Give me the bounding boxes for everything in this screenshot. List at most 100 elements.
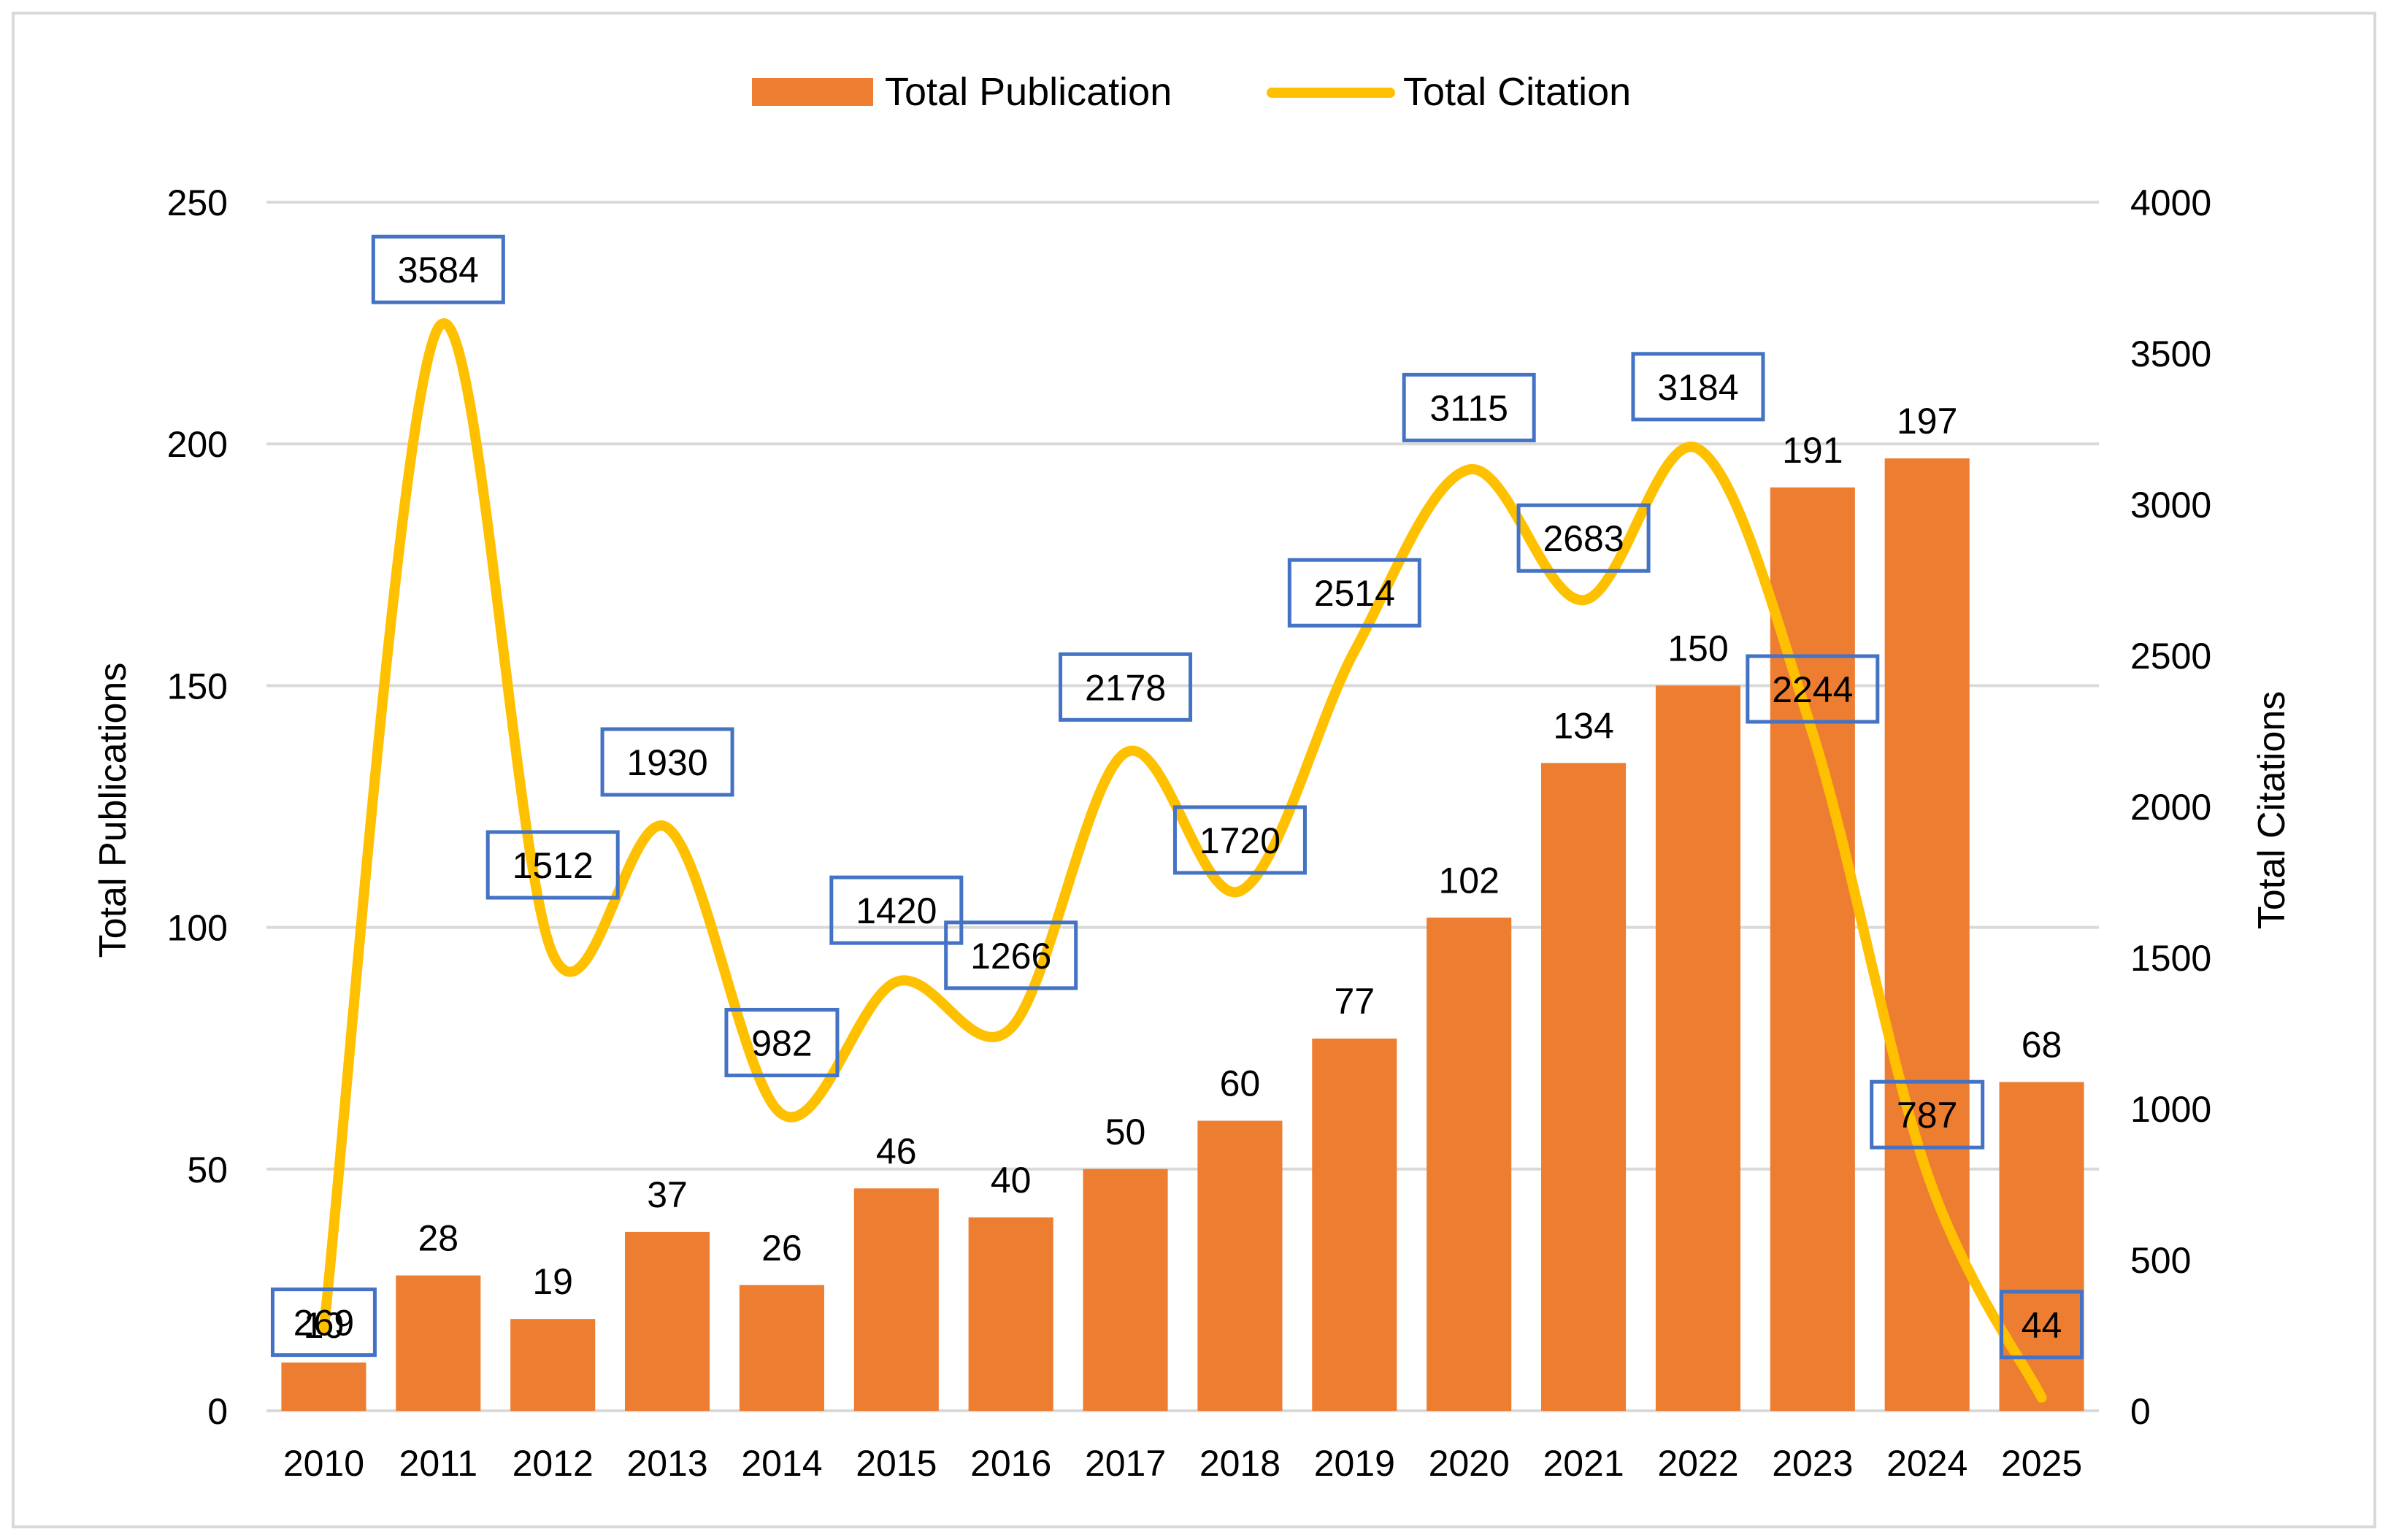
x-tick-label: 2014 [741,1443,822,1484]
citation-value-label: 44 [2022,1305,2062,1346]
bar [1541,763,1627,1411]
y2-tick-label: 1500 [2130,938,2211,979]
x-tick-label: 2019 [1314,1443,1395,1484]
bar-value-label: 50 [1105,1112,1146,1152]
x-tick-label: 2012 [512,1443,594,1484]
citation-value-label: 982 [751,1023,812,1063]
y-axis-title: Total Publications [92,663,134,958]
bar [396,1275,481,1411]
citation-label-box [1059,652,1193,722]
citation-label-box [1402,372,1536,442]
bar-value-label: 26 [761,1228,802,1268]
y2-tick-label: 2500 [2130,636,2211,677]
y2-axis-title: Total Citations [2251,691,2293,930]
bar [1083,1169,1168,1411]
bar [1312,1038,1397,1411]
x-tick-label: 2010 [283,1443,364,1484]
y2-tick-label: 3000 [2130,485,2211,525]
bar [1884,458,1970,1411]
citation-labels: 269 3584 1512 1930 982 1420 1266 2178 1720 2514 31… [270,234,2084,1360]
x-tick-label: 2016 [970,1443,1051,1484]
bar-value-label: 46 [876,1131,917,1171]
publication-bars [281,458,2084,1412]
citation-value-label: 2514 [1314,573,1395,614]
chart-frame [12,12,2376,1528]
y-tick-label: 0 [207,1391,228,1432]
citation-label-box [1746,654,1880,724]
x-tick-label: 2023 [1772,1443,1853,1484]
citation-label-box [1631,352,1765,422]
x-tick-label: 2021 [1543,1443,1624,1484]
y2-tick-label: 1000 [2130,1089,2211,1130]
citation-value-label: 3584 [398,250,479,290]
citation-label-box [1172,805,1307,875]
bar-value-label: 28 [418,1218,459,1259]
axes: Total Publications Total Citations 0 50 10… [92,182,2293,1484]
legend-swatch-publication [752,78,873,106]
bar-value-label: 68 [2022,1025,2062,1066]
bar-value-label: 60 [1220,1063,1261,1104]
citation-label-box [270,1287,377,1358]
bar [510,1319,596,1411]
x-tick-label: 2018 [1199,1443,1281,1484]
citation-label-box [2000,1290,2084,1360]
bar [853,1188,939,1411]
citation-label-box [1870,1079,1985,1150]
x-tick-label: 2024 [1886,1443,1967,1484]
citation-label-box [1516,503,1651,573]
citation-value-label: 787 [1897,1095,1957,1136]
y2-tick-label: 4000 [2130,182,2211,223]
x-tick-label: 2025 [2001,1443,2082,1484]
bar [1197,1120,1283,1411]
bar [968,1217,1053,1411]
y-tick-label: 50 [187,1150,228,1190]
bar [1655,685,1740,1411]
citation-value-label: 1720 [1199,820,1281,861]
x-tick-label: 2022 [1657,1443,1738,1484]
y2-tick-label: 2000 [2130,787,2211,828]
citation-label-box [1287,558,1421,628]
bar [1999,1082,2084,1411]
bar-value-label: 197 [1897,401,1957,442]
x-tick-label: 2015 [856,1443,937,1484]
y2-tick-label: 0 [2130,1391,2151,1432]
bar [1427,917,1512,1411]
y2-tick-label: 3500 [2130,334,2211,374]
x-tick-label: 2020 [1429,1443,1510,1484]
bar-value-label: 40 [991,1160,1032,1201]
bar-value-label: 102 [1438,860,1499,901]
bar [739,1285,824,1411]
y-tick-label: 200 [167,424,228,465]
citation-label-box [724,1007,840,1077]
citation-value-label: 2178 [1085,667,1166,708]
citation-label-box [485,830,620,900]
legend-label-publication: Total Publication [885,70,1172,114]
citation-line [318,318,2047,1403]
bar-value-label: 150 [1667,628,1728,669]
bar-value-label: 77 [1335,981,1375,1022]
y-tick-label: 250 [167,182,228,223]
citation-label-box [944,920,1078,990]
bar-value-label: 37 [647,1174,688,1215]
citation-value-label: 3184 [1657,367,1738,408]
citation-value-label: 2244 [1772,669,1853,710]
citation-value-label: 269 [293,1303,354,1344]
x-tick-label: 2017 [1085,1443,1166,1484]
bar [625,1231,710,1411]
bar-value-label: 19 [532,1261,573,1302]
citation-value-label: 1266 [970,936,1051,977]
y-tick-label: 150 [167,666,228,707]
x-tick-label: 2013 [626,1443,707,1484]
bar [281,1362,366,1411]
x-tick-label: 2011 [399,1443,478,1484]
citation-value-label: 1930 [626,742,707,783]
citation-label-box [829,875,964,945]
citation-value-label: 2683 [1543,518,1624,559]
y2-tick-label: 500 [2130,1240,2191,1281]
citation-value-label: 3115 [1429,388,1508,428]
citation-value-label: 1420 [856,890,937,931]
bar-value-label: 134 [1553,705,1613,746]
citation-label-box [371,234,505,304]
